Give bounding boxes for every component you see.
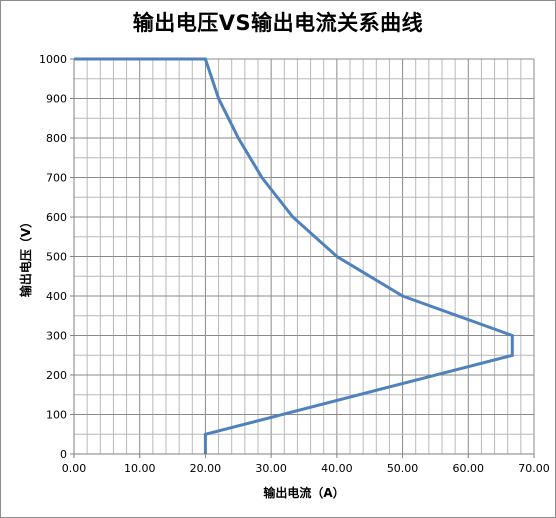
y-tick-label: 800 bbox=[46, 132, 67, 145]
series-line-1 bbox=[74, 57, 514, 454]
y-tick-label: 600 bbox=[46, 211, 67, 224]
y-tick-label: 900 bbox=[46, 93, 67, 106]
x-tick-label: 40.00 bbox=[321, 462, 353, 475]
x-tick-label: 20.00 bbox=[190, 462, 222, 475]
x-tick-label: 10.00 bbox=[124, 462, 156, 475]
y-tick-label: 700 bbox=[46, 172, 67, 185]
y-tick-label: 400 bbox=[46, 290, 67, 303]
x-tick-label: 0.00 bbox=[62, 462, 87, 475]
x-tick-label: 50.00 bbox=[387, 462, 419, 475]
chart-title: 输出电压VS输出电流关系曲线 bbox=[132, 11, 424, 35]
y-tick-label: 0 bbox=[60, 448, 67, 461]
y-tick-label: 100 bbox=[46, 409, 67, 422]
x-tick-label: 70.00 bbox=[518, 462, 550, 475]
y-axis-title: 输出电压（V） bbox=[18, 216, 33, 297]
x-axis-title: 输出电流（A） bbox=[263, 485, 344, 500]
x-tick-label: 30.00 bbox=[255, 462, 287, 475]
y-tick-label: 1000 bbox=[39, 53, 67, 66]
y-tick-label: 300 bbox=[46, 330, 67, 343]
y-tick-label: 500 bbox=[46, 251, 67, 264]
x-tick-label: 60.00 bbox=[453, 462, 485, 475]
y-tick-label: 200 bbox=[46, 369, 67, 382]
